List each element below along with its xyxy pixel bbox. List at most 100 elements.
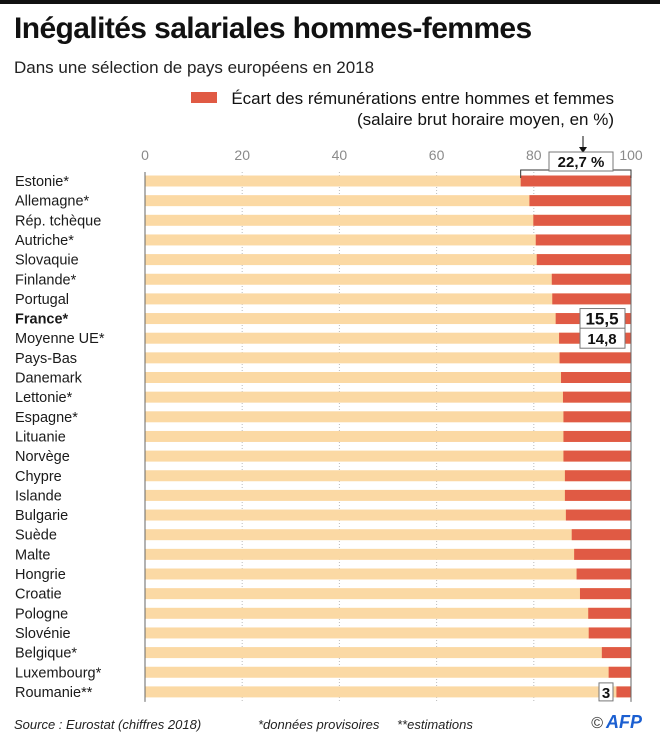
gap-bar	[561, 372, 631, 383]
background-bar	[145, 352, 631, 364]
x-tick-label: 60	[429, 147, 445, 163]
background-bar	[145, 647, 631, 659]
source-note: Source : Eurostat (chiffres 2018)	[14, 717, 202, 732]
background-bar	[145, 450, 631, 462]
background-bar	[145, 411, 631, 423]
category-label: Chypre	[15, 469, 62, 485]
gap-bar	[563, 411, 631, 423]
afp-logo: © AFP	[591, 712, 642, 733]
category-label: Lettonie*	[15, 390, 73, 406]
legend-line2: (salaire brut horaire moyen, en %)	[356, 110, 614, 129]
category-label: Belgique*	[15, 646, 77, 662]
gap-bar	[535, 234, 631, 246]
gap-bar	[563, 450, 631, 462]
chart-subtitle: Dans une sélection de pays européens en …	[14, 58, 375, 77]
gap-bar	[601, 647, 631, 659]
top-border	[0, 0, 660, 4]
provisional-note: *données provisoires	[258, 717, 380, 732]
afp-brand: AFP	[606, 712, 642, 732]
category-label: Pologne	[15, 606, 68, 622]
background-bar	[145, 254, 631, 266]
gap-bar	[576, 568, 631, 580]
background-bar	[145, 273, 631, 285]
background-bar	[145, 391, 631, 403]
category-label: Slovénie	[15, 626, 71, 642]
background-bar	[145, 489, 631, 501]
gap-bar	[608, 666, 631, 678]
gap-bar	[579, 588, 631, 600]
background-bar	[145, 214, 631, 226]
gap-bar	[559, 352, 631, 364]
category-label: France*	[15, 312, 69, 328]
gap-bar	[564, 489, 631, 501]
annotation-box	[598, 682, 614, 702]
background-bar	[145, 666, 631, 678]
legend-line1: Écart des rémunérations entre hommes et …	[231, 89, 614, 108]
background-bar	[145, 430, 631, 442]
annotation-box	[579, 327, 626, 349]
category-label: Norvège	[15, 449, 70, 465]
category-label: Danemark	[15, 371, 83, 387]
background-bar	[145, 529, 631, 541]
gap-bar	[551, 273, 631, 285]
category-label: Roumanie**	[15, 685, 93, 701]
gap-bar	[574, 548, 631, 560]
category-label: Islande	[15, 488, 62, 504]
background-bar	[145, 470, 631, 482]
x-tick-label: 80	[526, 147, 542, 163]
gap-bar	[520, 175, 631, 187]
gap-bar	[588, 627, 631, 639]
category-label: Malte	[15, 547, 50, 563]
gap-bar	[552, 293, 631, 305]
estimation-note: **estimations	[397, 717, 473, 732]
background-bar	[145, 195, 631, 207]
category-label: Slovaquie	[15, 253, 79, 269]
category-label: Allemagne*	[15, 194, 90, 210]
category-label: Autriche*	[15, 233, 74, 249]
annotation-value: 15,5	[585, 310, 618, 329]
category-label: Portugal	[15, 292, 69, 308]
category-label: Rép. tchèque	[15, 213, 101, 229]
gap-bar	[564, 470, 631, 482]
background-bar	[145, 313, 631, 325]
category-label: Hongrie	[15, 567, 66, 583]
category-label: Estonie*	[15, 174, 69, 190]
gap-bar	[563, 430, 631, 442]
annotation-box	[548, 151, 614, 172]
category-label: Luxembourg*	[15, 665, 102, 681]
category-label: Espagne*	[15, 410, 78, 426]
category-label: Croatie	[15, 587, 62, 603]
category-label: Bulgarie	[15, 508, 68, 524]
category-label: Lituanie	[15, 429, 66, 445]
category-label: Pays-Bas	[15, 351, 77, 367]
legend-entry: Écart des rémunérations entre hommes et …	[191, 88, 614, 109]
x-tick-label: 40	[332, 147, 348, 163]
gap-bar	[565, 509, 631, 521]
gap-bar	[529, 195, 631, 207]
category-label: Finlande*	[15, 272, 77, 288]
legend-swatch	[191, 92, 218, 104]
legend: Écart des rémunérations entre hommes et …	[191, 88, 614, 130]
background-bar	[145, 509, 631, 521]
background-bar	[145, 686, 631, 698]
gap-bar	[562, 391, 631, 403]
annotation-value: 14,8	[587, 331, 616, 348]
gap-bar	[616, 686, 631, 698]
background-bar	[145, 548, 631, 560]
gap-bar	[588, 607, 631, 619]
background-bar	[145, 175, 631, 187]
annotation-value: 22,7 %	[558, 154, 605, 171]
category-label: Suède	[15, 528, 57, 544]
x-tick-label: 20	[234, 147, 250, 163]
category-label: Moyenne UE*	[15, 331, 105, 347]
background-bar	[145, 372, 631, 383]
copyright-symbol: ©	[591, 715, 603, 732]
background-bar	[145, 234, 631, 246]
x-tick-label: 100	[619, 147, 643, 163]
gap-bar	[533, 214, 631, 226]
x-tick-label: 0	[141, 147, 149, 163]
annotation-arrow-head	[579, 147, 587, 153]
gap-bar	[571, 529, 631, 541]
background-bar	[145, 568, 631, 580]
